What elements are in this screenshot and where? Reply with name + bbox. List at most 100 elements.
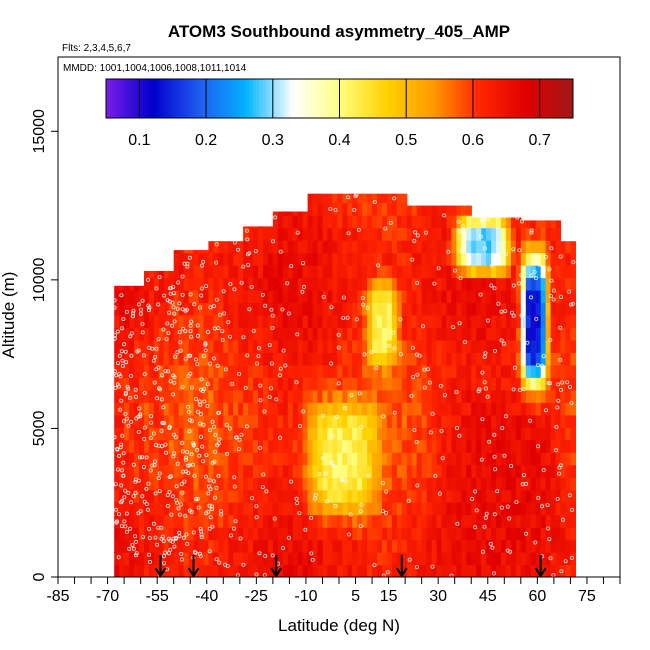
colorbar-segment bbox=[499, 79, 504, 118]
sample-point bbox=[211, 424, 216, 429]
sample-point bbox=[533, 540, 538, 545]
sample-point bbox=[200, 444, 205, 449]
sample-point bbox=[116, 361, 121, 366]
sample-point bbox=[341, 315, 346, 320]
sample-point bbox=[415, 372, 420, 377]
sample-point bbox=[295, 501, 300, 506]
colorbar-segment bbox=[502, 79, 507, 118]
sample-point bbox=[157, 489, 162, 494]
sample-point bbox=[298, 424, 303, 429]
sample-point bbox=[207, 526, 212, 531]
colorbar-segment bbox=[492, 79, 497, 118]
colorbar-segment bbox=[546, 79, 551, 118]
colorbar-segment bbox=[436, 79, 441, 118]
sample-point bbox=[442, 213, 447, 218]
sample-point bbox=[171, 392, 176, 397]
sample-point bbox=[358, 509, 363, 514]
sample-point bbox=[525, 340, 530, 345]
sample-point bbox=[372, 563, 377, 568]
sample-point bbox=[121, 473, 126, 478]
sample-point bbox=[258, 398, 263, 403]
sample-point bbox=[224, 422, 229, 427]
sample-point bbox=[138, 412, 143, 417]
sample-point bbox=[565, 380, 570, 385]
sample-point bbox=[392, 346, 397, 351]
sample-point bbox=[369, 349, 374, 354]
sample-point bbox=[543, 254, 548, 259]
sample-point bbox=[297, 511, 302, 516]
sample-point bbox=[492, 512, 497, 517]
sample-point bbox=[509, 463, 514, 468]
sample-point bbox=[346, 231, 351, 236]
sample-point bbox=[528, 418, 533, 423]
sample-point bbox=[230, 381, 235, 386]
sample-point bbox=[440, 456, 445, 461]
sample-point bbox=[232, 475, 237, 480]
colorbar-segment bbox=[359, 79, 364, 118]
sample-point bbox=[548, 381, 553, 386]
colorbar-segment bbox=[252, 79, 257, 118]
sample-point bbox=[170, 323, 175, 328]
sample-point bbox=[205, 403, 210, 408]
x-tick-label: -55 bbox=[146, 588, 169, 605]
sample-point bbox=[323, 471, 328, 476]
sample-point bbox=[186, 374, 191, 379]
sample-point bbox=[190, 462, 195, 467]
sample-point bbox=[300, 289, 305, 294]
colorbar-segment bbox=[216, 79, 220, 118]
sample-point bbox=[136, 414, 141, 419]
sample-point bbox=[195, 447, 200, 452]
sample-point bbox=[570, 507, 575, 512]
sample-point bbox=[476, 389, 481, 394]
sample-point bbox=[172, 451, 177, 456]
sample-point bbox=[161, 539, 166, 544]
sample-point bbox=[414, 439, 419, 444]
sample-point bbox=[123, 349, 128, 354]
colorbar-segment bbox=[566, 79, 571, 118]
sample-point bbox=[549, 246, 554, 251]
sample-point bbox=[176, 280, 181, 285]
x-tick-label: -25 bbox=[245, 588, 268, 605]
sample-point bbox=[192, 473, 197, 478]
sample-point bbox=[157, 471, 162, 476]
colorbar-segment bbox=[302, 79, 307, 118]
x-tick-label: 45 bbox=[479, 588, 497, 605]
sample-point bbox=[235, 247, 240, 252]
sample-point bbox=[185, 541, 190, 546]
sample-point bbox=[536, 495, 541, 500]
sample-point bbox=[485, 318, 490, 323]
x-tick-label: 30 bbox=[429, 588, 447, 605]
sample-point bbox=[232, 484, 237, 489]
sample-point bbox=[123, 390, 128, 395]
sample-point bbox=[133, 539, 138, 544]
sample-point bbox=[274, 397, 279, 402]
sample-point bbox=[236, 447, 241, 452]
sample-point bbox=[179, 552, 184, 557]
sample-point bbox=[165, 321, 170, 326]
sample-point bbox=[366, 473, 371, 478]
sample-point bbox=[488, 541, 493, 546]
sample-point bbox=[294, 496, 299, 501]
sample-point bbox=[152, 380, 157, 385]
sample-point bbox=[558, 463, 563, 468]
colorbar-segment bbox=[382, 79, 387, 118]
sample-point bbox=[270, 313, 275, 318]
sample-point bbox=[156, 365, 161, 370]
sample-point bbox=[203, 341, 208, 346]
colorbar-segment bbox=[532, 79, 537, 118]
sample-point bbox=[162, 293, 167, 298]
colorbar-segment bbox=[562, 79, 567, 118]
sample-point bbox=[180, 490, 185, 495]
sample-point bbox=[121, 316, 126, 321]
sample-point bbox=[313, 492, 318, 497]
sample-point bbox=[214, 260, 219, 265]
sample-point bbox=[189, 385, 194, 390]
sample-point bbox=[345, 315, 350, 320]
sample-point bbox=[414, 565, 419, 570]
sample-point bbox=[336, 381, 341, 386]
sample-point bbox=[173, 354, 178, 359]
sample-point bbox=[540, 267, 545, 272]
colorbar-segment bbox=[372, 79, 377, 118]
sample-point bbox=[171, 305, 176, 310]
sample-point bbox=[167, 425, 172, 430]
